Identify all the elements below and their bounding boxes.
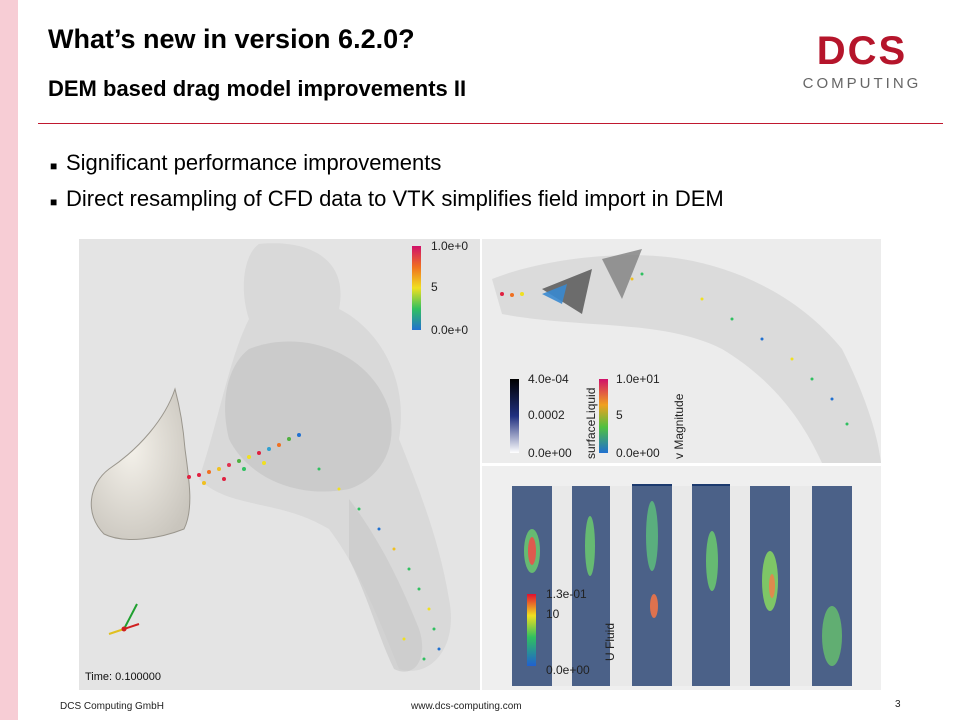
fluid-velocity-max-label: 1.3e-01 — [546, 587, 587, 601]
bullet-text: Direct resampling of CFD data to VTK sim… — [66, 186, 724, 211]
fluid-velocity-title: U Fluid — [603, 622, 617, 661]
square-bullet-icon: ■ — [50, 195, 58, 209]
particle-stream — [500, 272, 849, 426]
fluid-velocity-slices-render — [512, 484, 852, 686]
fluid-velocity-mid-label: 10 — [546, 607, 560, 621]
simulation-figure: 1.0e+0 5 0.0e+0 Time: 0.100000 — [79, 239, 881, 690]
title-divider — [38, 123, 943, 124]
nasal-airway-render — [90, 243, 451, 672]
velocity-colorbar — [412, 246, 421, 330]
page-number: 3 — [895, 699, 901, 710]
fluid-velocity-slices-panel: 1.3e-01 10 0.0e+00 U Fluid — [482, 466, 881, 690]
colorbar-max-label: 1.0e+0 — [431, 239, 469, 253]
velocity-mid-label: 5 — [616, 408, 623, 422]
side-accent-strip — [0, 0, 18, 720]
bullet-text: Significant performance improvements — [66, 150, 442, 175]
particle-stream — [187, 433, 441, 661]
fluid-velocity-min-label: 0.0e+00 — [546, 663, 590, 677]
surface-liquid-mid-label: 0.0002 — [528, 408, 565, 422]
logo-main-text: DCS — [817, 30, 907, 73]
velocity-min-label: 0.0e+00 — [616, 446, 660, 460]
bullet-item: ■ Direct resampling of CFD data to VTK s… — [50, 186, 724, 222]
slide-title: What’s new in version 6.2.0? — [48, 24, 415, 54]
liquid-surface-panel: 4.0e-04 0.0002 0.0e+00 surfaceLiquid 1.0… — [482, 239, 881, 463]
nasal-simulation-panel: 1.0e+0 5 0.0e+0 Time: 0.100000 — [79, 239, 480, 690]
footer-company: DCS Computing GmbH — [60, 701, 164, 712]
velocity-magnitude-colorbar — [599, 379, 608, 453]
slide-subtitle: DEM based drag model improvements II — [48, 76, 467, 101]
colorbar-min-label: 0.0e+0 — [431, 323, 469, 337]
surface-liquid-max-label: 4.0e-04 — [528, 372, 569, 386]
surface-liquid-min-label: 0.0e+00 — [528, 446, 572, 460]
fluid-velocity-colorbar — [527, 594, 536, 666]
surface-liquid-colorbar — [510, 379, 519, 453]
surface-liquid-title: surfaceLiquid — [584, 387, 598, 459]
velocity-slice-planes — [512, 484, 852, 686]
footer-website: www.dcs-computing.com — [411, 701, 522, 712]
company-logo: DCS COMPUTING — [803, 30, 922, 92]
velocity-magnitude-title: v Magnitude — [672, 393, 686, 459]
bullet-item: ■ Significant performance improvements — [50, 150, 724, 186]
colorbar-mid-label: 5 — [431, 280, 438, 294]
simulation-time-label: Time: 0.100000 — [85, 671, 162, 683]
velocity-max-label: 1.0e+01 — [616, 372, 660, 386]
logo-sub-text: COMPUTING — [803, 75, 922, 92]
liquid-surface-render — [492, 249, 881, 463]
bullet-list: ■ Significant performance improvements ■… — [50, 150, 724, 222]
axes-triad-icon — [108, 603, 140, 635]
square-bullet-icon: ■ — [50, 159, 58, 173]
